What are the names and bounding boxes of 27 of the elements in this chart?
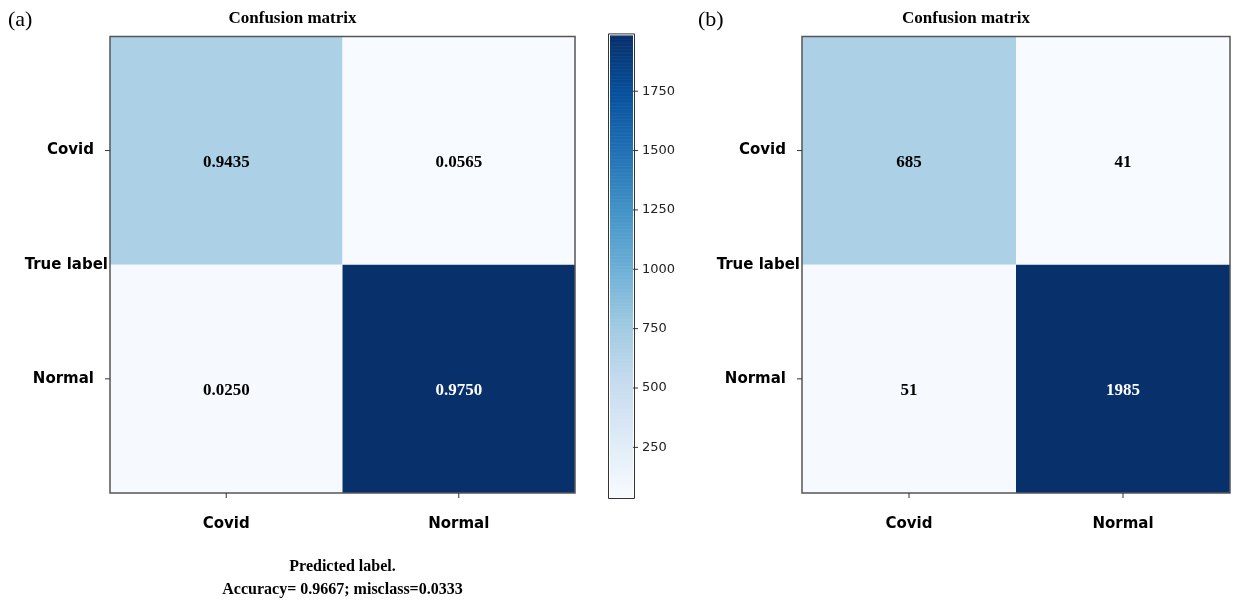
x-tick-label: Covid [202, 513, 250, 532]
annotation: 0.0565 [435, 151, 483, 171]
chart-title: Confusion matrix [228, 7, 357, 27]
data-label: 51 [900, 380, 918, 400]
chart-title: Confusion matrix [902, 7, 1031, 27]
x-tick-label: Normal [1092, 513, 1154, 532]
x-tick-label: Covid [885, 513, 933, 532]
annotation: 0.9750 [435, 380, 483, 400]
data-label: 41 [1114, 151, 1132, 171]
data-label: 1985 [1106, 380, 1140, 400]
y-axis-title: True label [716, 254, 800, 273]
text: (a) [8, 5, 33, 31]
color-bar-label: 250 [642, 438, 667, 454]
color-bar-label: 500 [642, 379, 667, 395]
color-bar-label: 1750 [642, 82, 676, 98]
data-label: 685 [896, 151, 922, 171]
annotation: 0.9435 [202, 151, 250, 171]
color-bar-label: 1500 [642, 141, 676, 157]
color-bar-label: 1250 [642, 201, 676, 217]
x-tick-label: Normal [428, 513, 490, 532]
text: Accuracy= 0.9667; misclass=0.0333 [222, 580, 463, 599]
text: (b) [698, 5, 724, 31]
annotation: 0.0250 [202, 380, 250, 400]
x-axis-title: Predicted label. [289, 557, 396, 575]
y-axis-title: True label [24, 254, 108, 273]
color-bar-label: 750 [642, 320, 667, 336]
color-bar-label: 1000 [642, 260, 676, 276]
